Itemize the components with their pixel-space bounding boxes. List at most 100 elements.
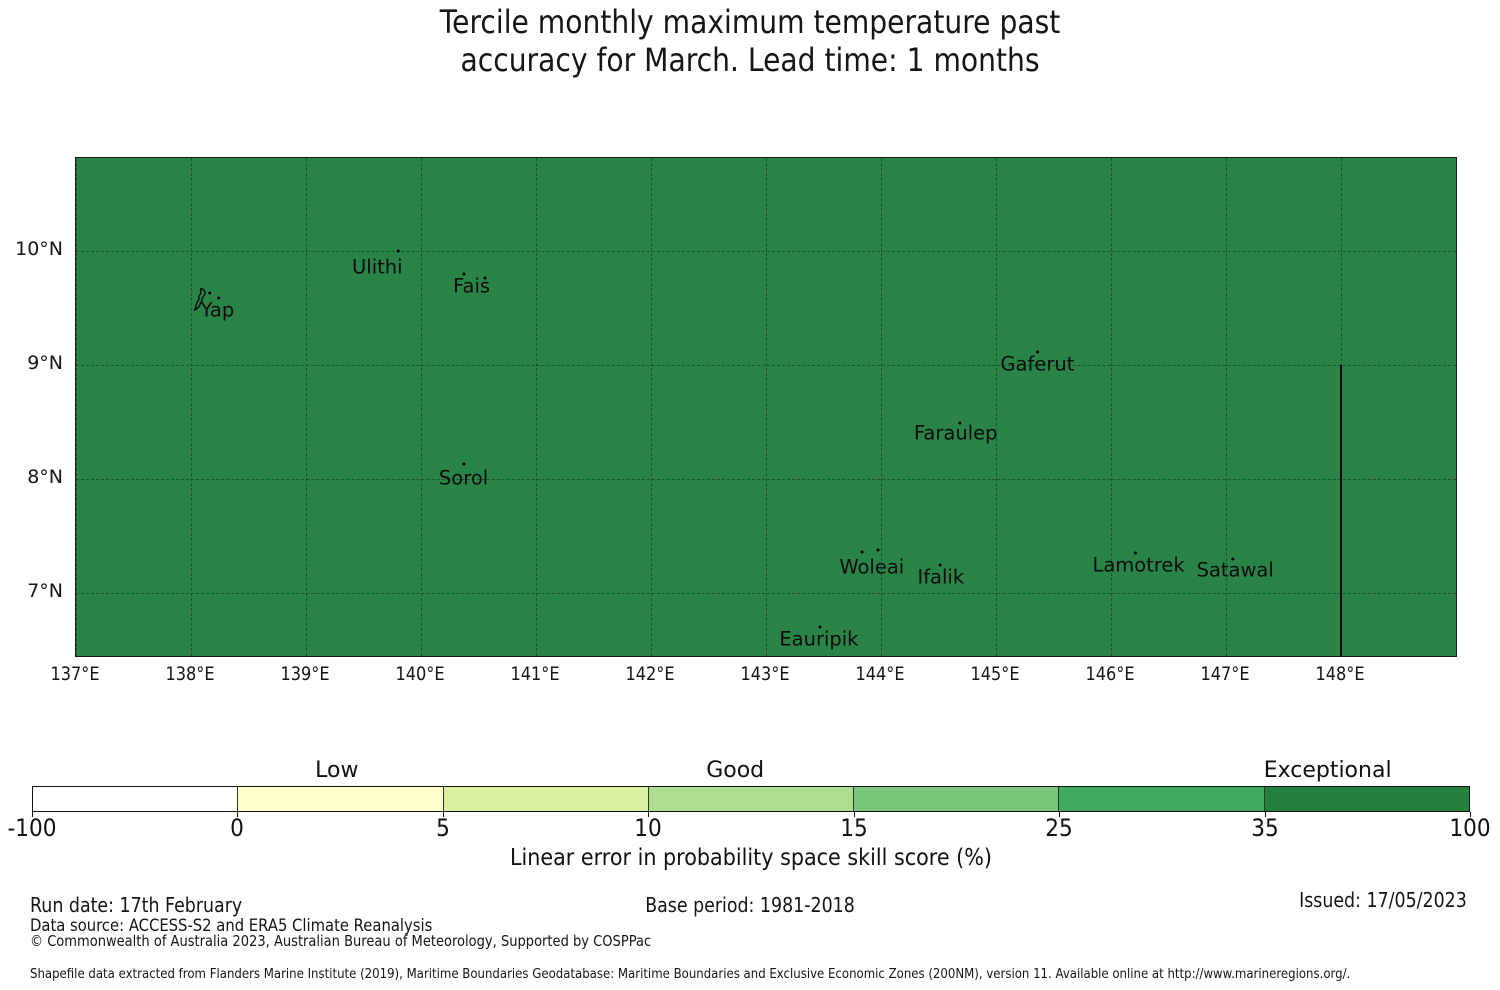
colorbar-tick-value: 15 bbox=[839, 814, 868, 842]
island-label: Ulithi bbox=[352, 249, 403, 278]
colorbar-tick-value: 100 bbox=[1449, 814, 1491, 842]
gridline-vertical bbox=[1226, 158, 1227, 656]
island-dot-marker bbox=[462, 462, 466, 466]
colorbar-tick bbox=[32, 812, 33, 817]
x-tick-label: 139°E bbox=[280, 663, 330, 685]
island-label: Fais bbox=[453, 272, 491, 298]
x-tick-label: 144°E bbox=[855, 663, 905, 685]
gridline-vertical bbox=[536, 158, 537, 656]
x-tick-label: 142°E bbox=[625, 663, 675, 685]
gridline-vertical bbox=[1111, 158, 1112, 656]
island-dot-marker bbox=[938, 563, 942, 567]
island-dot-marker bbox=[217, 296, 221, 300]
island-name: Faraulep bbox=[914, 421, 998, 445]
x-tick-label: 138°E bbox=[165, 663, 215, 685]
island-dot-marker bbox=[483, 276, 487, 280]
island-label: Gaferut bbox=[1000, 350, 1075, 376]
yap-island-outline-icon bbox=[191, 288, 209, 313]
colorbar-tick-value: 10 bbox=[634, 814, 663, 842]
colorbar-category-label: Low bbox=[315, 758, 359, 783]
island-name: Satawal bbox=[1196, 558, 1274, 582]
colorbar-segment bbox=[1263, 787, 1469, 811]
island-dot-marker bbox=[1036, 350, 1040, 354]
island-label: Satawal bbox=[1196, 557, 1274, 582]
colorbar-segment bbox=[647, 787, 854, 811]
island-name: Lamotrek bbox=[1092, 553, 1185, 577]
island-dot-marker bbox=[860, 550, 864, 554]
colorbar-category-label: Good bbox=[706, 758, 765, 783]
colorbar-tick bbox=[648, 812, 650, 817]
island-label: Woleai bbox=[839, 548, 905, 579]
colorbar: Low Good Exceptional -100 0 5 10 15 25 35 100 Lin… bbox=[7, 758, 1490, 883]
island-name: Gaferut bbox=[1000, 352, 1075, 376]
gridline-vertical bbox=[191, 158, 192, 656]
island-name: Eauripik bbox=[779, 627, 859, 651]
gridline-horizontal bbox=[76, 478, 1456, 480]
gridline-horizontal bbox=[76, 364, 1456, 366]
island-label: Lamotrek bbox=[1092, 551, 1185, 577]
colorbar-segment bbox=[853, 787, 1059, 811]
gridline-horizontal bbox=[76, 593, 1456, 595]
colorbar-tick bbox=[1264, 812, 1266, 817]
y-tick-label: 7°N bbox=[27, 580, 63, 603]
island-name: Yap bbox=[200, 298, 235, 322]
x-tick-label: 143°E bbox=[740, 663, 790, 685]
island-name: Ifalik bbox=[917, 565, 965, 589]
gridline-vertical bbox=[651, 158, 652, 656]
eez-boundary-line bbox=[1340, 364, 1342, 656]
chart-title: Tercile monthly maximum temperature past… bbox=[90, 3, 1410, 79]
island-dot-marker bbox=[462, 272, 466, 276]
island-label: Sorol bbox=[438, 462, 489, 490]
colorbar-tick-value: 35 bbox=[1250, 814, 1279, 842]
x-tick-label: 146°E bbox=[1085, 663, 1135, 685]
gridline-vertical bbox=[996, 158, 997, 656]
island-dot-marker bbox=[1133, 551, 1137, 555]
chart-title-line2: accuracy for March. Lead time: 1 months bbox=[460, 41, 1040, 79]
island-name: Fais bbox=[453, 274, 491, 298]
colorbar-tick bbox=[1470, 812, 1471, 817]
colorbar-segment bbox=[33, 787, 238, 811]
chart-title-line1: Tercile monthly maximum temperature past bbox=[439, 3, 1061, 41]
island-name: Sorol bbox=[438, 466, 489, 490]
colorbar-segment bbox=[1058, 787, 1264, 811]
data-source-text: Data source: ACCESS-S2 and ERA5 Climate … bbox=[30, 916, 433, 936]
gridline-vertical bbox=[306, 158, 307, 656]
copyright-text: © Commonwealth of Australia 2023, Austra… bbox=[30, 932, 652, 950]
x-tick-label: 137°E bbox=[50, 663, 100, 685]
island-label: Yap bbox=[193, 288, 235, 322]
y-tick-label: 8°N bbox=[27, 465, 63, 488]
island-label: Eauripik bbox=[779, 625, 859, 651]
island-dot-marker bbox=[876, 548, 880, 552]
island-dot-marker bbox=[818, 625, 822, 629]
x-tick-label: 147°E bbox=[1200, 663, 1250, 685]
colorbar-tick bbox=[853, 812, 855, 817]
x-tick-label: 148°E bbox=[1315, 663, 1365, 685]
island-label: Ifalik bbox=[917, 563, 965, 589]
x-tick-label: 145°E bbox=[970, 663, 1020, 685]
colorbar-tick bbox=[1059, 812, 1061, 817]
colorbar-axis-label: Linear error in probability space skill … bbox=[509, 845, 993, 871]
gridline-vertical bbox=[881, 158, 882, 656]
gridline-vertical bbox=[421, 158, 422, 656]
footer-shapefile-text: Shapefile data extracted from Flanders M… bbox=[30, 966, 1351, 982]
island-label: Faraulep bbox=[914, 421, 998, 445]
x-tick-label: 141°E bbox=[510, 663, 560, 685]
run-date-text: Run date: 17th February bbox=[30, 893, 243, 917]
colorbar-tick-value: -100 bbox=[7, 814, 57, 842]
gridline-vertical bbox=[76, 158, 77, 656]
colorbar-segment bbox=[237, 787, 443, 811]
base-period-text: Base period: 1981-2018 bbox=[645, 893, 855, 917]
x-tick-label: 140°E bbox=[395, 663, 445, 685]
issued-date-text: Issued: 17/05/2023 bbox=[1299, 888, 1467, 912]
colorbar-tick bbox=[237, 812, 239, 817]
colorbar-category-label: Exceptional bbox=[1263, 758, 1392, 783]
gridline-vertical bbox=[766, 158, 767, 656]
island-dot-marker bbox=[396, 249, 400, 253]
colorbar-segment bbox=[442, 787, 648, 811]
colorbar-tick bbox=[442, 812, 444, 817]
island-dot-marker bbox=[957, 421, 961, 425]
y-tick-label: 10°N bbox=[15, 237, 63, 260]
island-dot-marker bbox=[1231, 557, 1235, 561]
island-name: Woleai bbox=[839, 555, 905, 579]
